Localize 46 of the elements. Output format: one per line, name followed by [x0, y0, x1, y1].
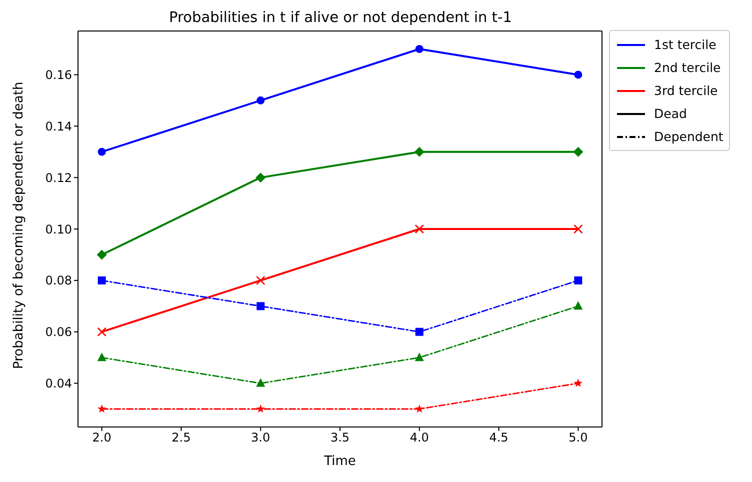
y-tick-label: 0.10 — [45, 222, 72, 236]
point — [574, 70, 582, 79]
point — [256, 276, 266, 286]
legend-label: 1st tercile — [654, 37, 716, 52]
x-tick-label: 2.5 — [172, 430, 191, 445]
point — [574, 378, 582, 387]
point — [96, 250, 107, 260]
point — [98, 148, 106, 156]
point — [98, 404, 106, 413]
legend-label: Dependent — [654, 129, 724, 144]
point — [415, 328, 424, 336]
x-tick-label: 3.0 — [251, 430, 270, 445]
point — [574, 301, 583, 310]
point — [97, 352, 106, 362]
x-tick-label: 4.5 — [489, 430, 508, 445]
y-tick-label: 0.04 — [45, 376, 72, 391]
point — [573, 146, 584, 157]
point — [256, 96, 265, 104]
legend-label: Dead — [654, 106, 687, 121]
point — [574, 276, 582, 284]
x-tick-label: 3.5 — [330, 430, 350, 445]
y-tick-label: 0.08 — [45, 274, 72, 288]
point — [574, 224, 583, 234]
y-axis-title: Probability of becoming dependent or death — [12, 82, 27, 369]
y-tick-label: 0.14 — [45, 119, 72, 134]
y-tick-label: 0.12 — [45, 170, 72, 185]
chart-title: Probabilities in t if alive or not dependent in t-1 — [168, 10, 513, 26]
point — [256, 172, 266, 183]
y-tick-label: 0.16 — [45, 68, 72, 82]
x-tick-label: 2.0 — [92, 430, 112, 445]
point — [256, 404, 265, 413]
point — [98, 276, 106, 284]
point — [256, 302, 265, 310]
point — [414, 146, 424, 157]
y-tick-label: 0.06 — [45, 325, 72, 340]
point — [97, 327, 106, 337]
point — [256, 378, 266, 387]
x-tick-label: 5.0 — [568, 430, 588, 445]
x-axis-title: Time — [323, 454, 356, 469]
legend-label: 2nd tercile — [654, 60, 721, 75]
x-tick-label: 4.0 — [410, 430, 429, 445]
point — [415, 45, 424, 53]
point — [415, 404, 424, 413]
point — [414, 352, 424, 362]
point — [414, 224, 424, 234]
legend-label: 3rd tercile — [654, 83, 718, 98]
